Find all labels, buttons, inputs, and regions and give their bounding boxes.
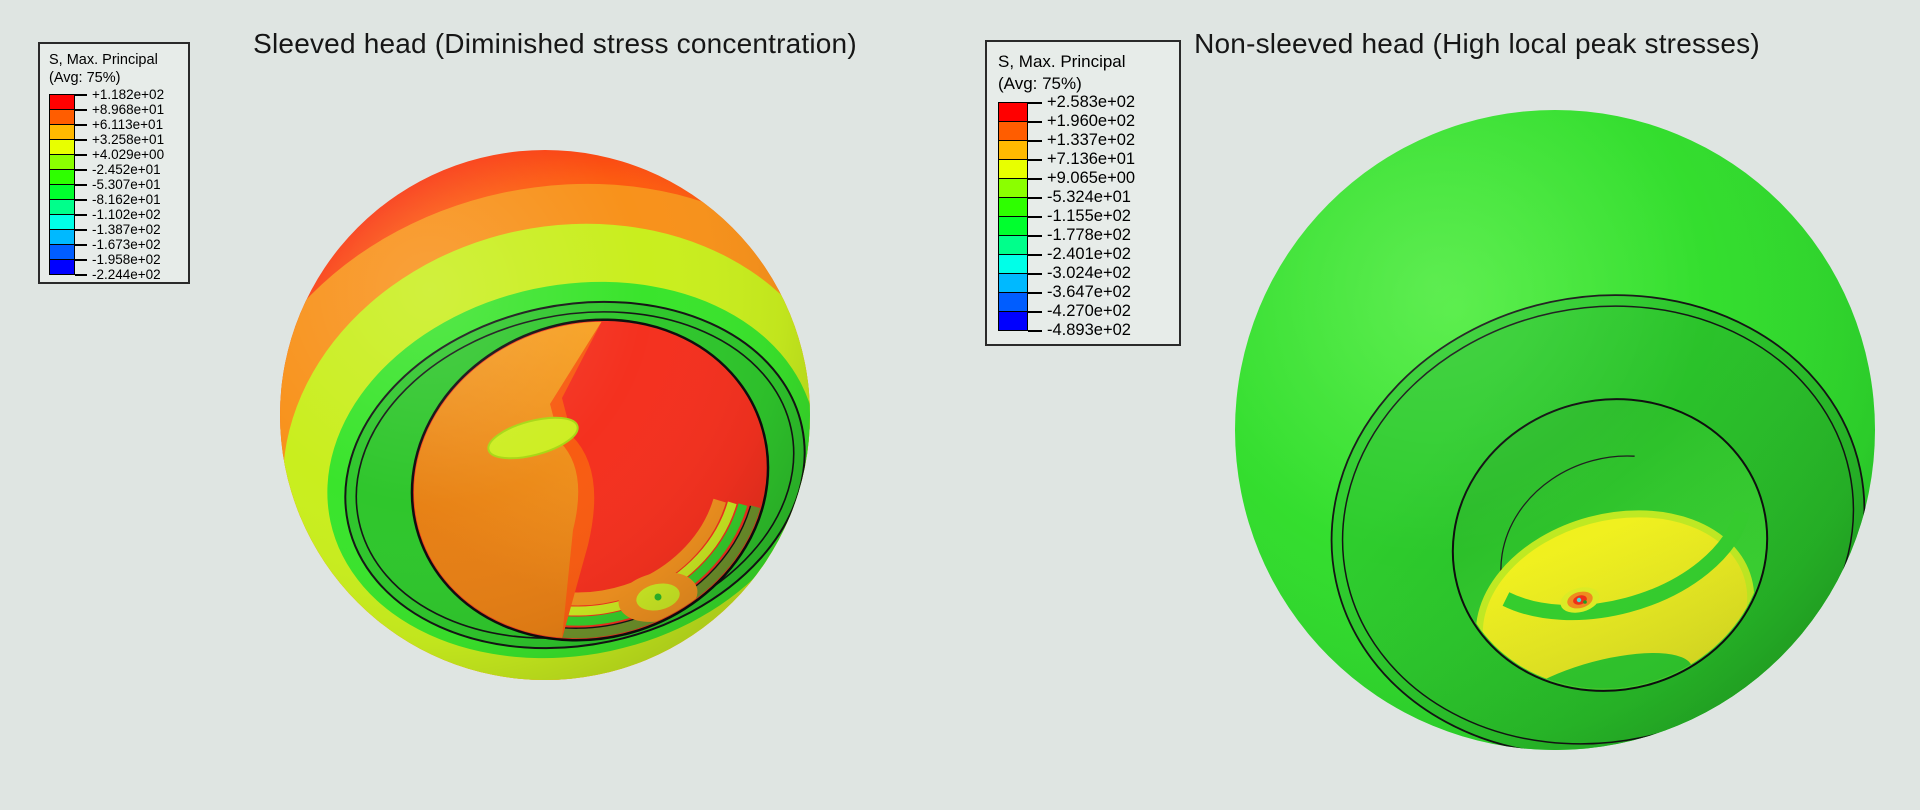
legend-swatch	[49, 109, 75, 125]
legend-tick-label: +1.960e+02	[1047, 112, 1136, 131]
legend-swatch	[998, 235, 1028, 255]
legend-swatch	[49, 124, 75, 140]
legend-tick-label: +8.968e+01	[92, 101, 165, 117]
legend-tick	[75, 274, 87, 276]
legend-swatch	[998, 216, 1028, 236]
legend-tick-label: -2.452e+01	[92, 161, 161, 177]
legend-tick-label: -5.324e+01	[1047, 188, 1131, 207]
legend-tick-label: -8.162e+01	[92, 191, 161, 207]
legend-tick	[1028, 292, 1042, 294]
legend-tick-label: -5.307e+01	[92, 176, 161, 192]
legend-swatch	[998, 197, 1028, 217]
legend-tick-label: -1.102e+02	[92, 206, 161, 222]
panel-title-sleeved: Sleeved head (Diminished stress concentr…	[253, 28, 857, 59]
legend-tick-label: +1.182e+02	[92, 86, 165, 102]
legend-tick	[75, 154, 87, 156]
legend-tick	[75, 139, 87, 141]
legend-tick	[1028, 216, 1042, 218]
legend-tick	[1028, 178, 1042, 180]
panel-title-non-sleeved: Non-sleeved head (High local peak stress…	[1194, 28, 1760, 59]
non-sleeved-head-render	[1235, 110, 1875, 750]
legend-swatch	[998, 159, 1028, 179]
legend-tick	[1028, 311, 1042, 313]
legend-swatch	[998, 273, 1028, 293]
legend-subtitle: (Avg: 75%)	[998, 74, 1082, 93]
legend-swatch	[49, 154, 75, 170]
legend-tick	[1028, 254, 1042, 256]
legend-tick	[1028, 330, 1042, 332]
legend-tick-label: -4.893e+02	[1047, 321, 1131, 340]
legend-scale: +1.182e+02 +8.968e+01 +6.113e+01 +3.258e+01…	[49, 87, 188, 282]
legend-scale: +2.583e+02 +1.960e+02 +1.337e+02 +7.136e+01…	[998, 93, 1179, 339]
legend-tick-label: +6.113e+01	[92, 116, 164, 132]
legend-tick-label: +1.337e+02	[1047, 131, 1136, 150]
legend-tick	[75, 124, 87, 126]
legend-tick	[75, 109, 87, 111]
legend-swatch	[998, 254, 1028, 274]
legend-tick	[75, 214, 87, 216]
legend-tick	[75, 244, 87, 246]
legend-swatch	[998, 140, 1028, 160]
legend-tick-label: +9.065e+00	[1047, 169, 1136, 188]
legend-tick	[75, 259, 87, 261]
legend-swatch	[998, 178, 1028, 198]
legend-swatch	[49, 214, 75, 230]
legend-swatch	[49, 139, 75, 155]
legend-tick-label: -1.673e+02	[92, 236, 161, 252]
legend-swatch	[49, 244, 75, 260]
legend-tick-label: -3.647e+02	[1047, 283, 1131, 302]
legend-swatch	[49, 184, 75, 200]
sphere-shading	[280, 150, 810, 680]
legend-tick-label: -1.958e+02	[92, 251, 161, 267]
legend-swatch	[49, 229, 75, 245]
legend-tick	[1028, 197, 1042, 199]
legend-tick-label: +2.583e+02	[1047, 93, 1136, 112]
colorbar-legend-sleeved: S, Max. Principal (Avg: 75%) +1.182e+02 +…	[38, 42, 190, 284]
legend-tick-label: +4.029e+00	[92, 146, 165, 162]
legend-tick-label: -4.270e+02	[1047, 302, 1131, 321]
legend-swatch	[998, 102, 1028, 122]
legend-swatch	[49, 94, 75, 110]
sleeved-head-render	[280, 150, 810, 680]
legend-swatch	[998, 292, 1028, 312]
legend-tick	[75, 94, 87, 96]
legend-subtitle: (Avg: 75%)	[49, 70, 121, 86]
legend-tick	[75, 229, 87, 231]
legend-swatch	[998, 311, 1028, 331]
legend-tick-label: +7.136e+01	[1047, 150, 1136, 169]
legend-tick-label: -2.244e+02	[92, 266, 161, 282]
legend-tick	[1028, 102, 1042, 104]
legend-tick	[1028, 159, 1042, 161]
legend-tick	[75, 184, 87, 186]
legend-swatch	[998, 121, 1028, 141]
legend-tick-label: -3.024e+02	[1047, 264, 1131, 283]
legend-tick-label: -1.387e+02	[92, 221, 161, 237]
legend-tick	[75, 199, 87, 201]
legend-tick	[1028, 273, 1042, 275]
legend-tick	[1028, 121, 1042, 123]
legend-title: S, Max. Principal	[998, 52, 1126, 71]
legend-tick-label: +3.258e+01	[92, 131, 165, 147]
sphere-shading	[1235, 110, 1875, 750]
legend-tick	[1028, 140, 1042, 142]
legend-tick-label: -1.778e+02	[1047, 226, 1131, 245]
colorbar-legend-non-sleeved: S, Max. Principal (Avg: 75%) +2.583e+02 +…	[985, 40, 1181, 346]
legend-tick	[1028, 235, 1042, 237]
legend-swatch	[49, 259, 75, 275]
legend-swatch	[49, 199, 75, 215]
legend-swatch	[49, 169, 75, 185]
legend-tick-label: -1.155e+02	[1047, 207, 1131, 226]
legend-tick	[75, 169, 87, 171]
legend-title: S, Max. Principal	[49, 52, 158, 68]
legend-tick-label: -2.401e+02	[1047, 245, 1131, 264]
